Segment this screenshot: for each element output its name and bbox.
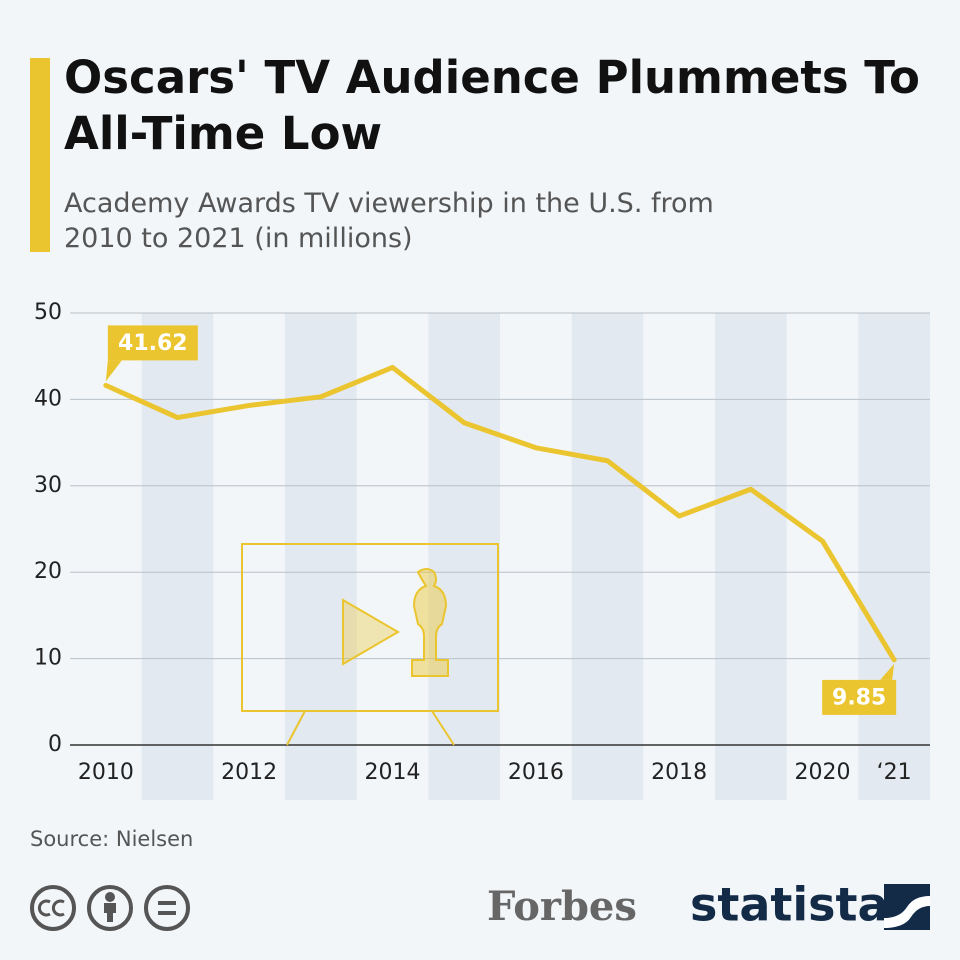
tv-icon xyxy=(241,543,499,746)
x-tick-label: 2014 xyxy=(365,760,421,785)
license-icons xyxy=(30,885,190,931)
band xyxy=(428,313,500,800)
label-pointer xyxy=(880,663,895,680)
y-tick-label: 10 xyxy=(34,646,62,671)
bands xyxy=(141,313,930,800)
label-pointer xyxy=(105,360,122,382)
band xyxy=(715,313,787,800)
y-tick-label: 30 xyxy=(34,473,62,498)
x-tick-label: 2010 xyxy=(78,760,134,785)
plot: 2010 2012 2014 2016 2018 2020 ‘21 41.62 9.85 xyxy=(78,325,912,785)
subtitle-box: Academy Awards TV viewership in the U.S.… xyxy=(64,188,714,254)
title-box: Oscars' TV Audience Plummets To All-Time… xyxy=(64,51,920,160)
band xyxy=(571,313,644,800)
title-bar xyxy=(30,58,50,252)
chart-title: Oscars' TV Audience Plummets To All-Time… xyxy=(64,51,920,160)
grid: 0 10 20 30 40 50 xyxy=(34,300,930,757)
band xyxy=(858,313,930,800)
x-tick-label: 2020 xyxy=(795,760,851,785)
source: Source: Nielsen xyxy=(30,827,193,851)
y-tick-label: 20 xyxy=(34,559,62,584)
chart-subtitle: Academy Awards TV viewership in the U.S.… xyxy=(64,188,714,254)
label-box xyxy=(822,679,897,715)
statista-mark xyxy=(884,884,930,930)
x-tick-label: 2018 xyxy=(651,760,707,785)
label-box xyxy=(107,325,198,361)
data-label: 41.62 xyxy=(118,331,188,356)
x-tick-label: 2012 xyxy=(221,760,277,785)
statista-logo: statista xyxy=(690,878,889,932)
x-tick-label: ‘21 xyxy=(877,760,912,785)
y-tick-label: 40 xyxy=(34,386,62,411)
y-tick-label: 0 xyxy=(48,732,62,757)
data-label: 9.85 xyxy=(832,685,886,710)
forbes-logo: Forbes xyxy=(487,883,637,930)
band xyxy=(141,313,214,800)
y-tick-label: 50 xyxy=(34,300,62,325)
x-tick-label: 2016 xyxy=(508,760,564,785)
line xyxy=(103,364,897,663)
